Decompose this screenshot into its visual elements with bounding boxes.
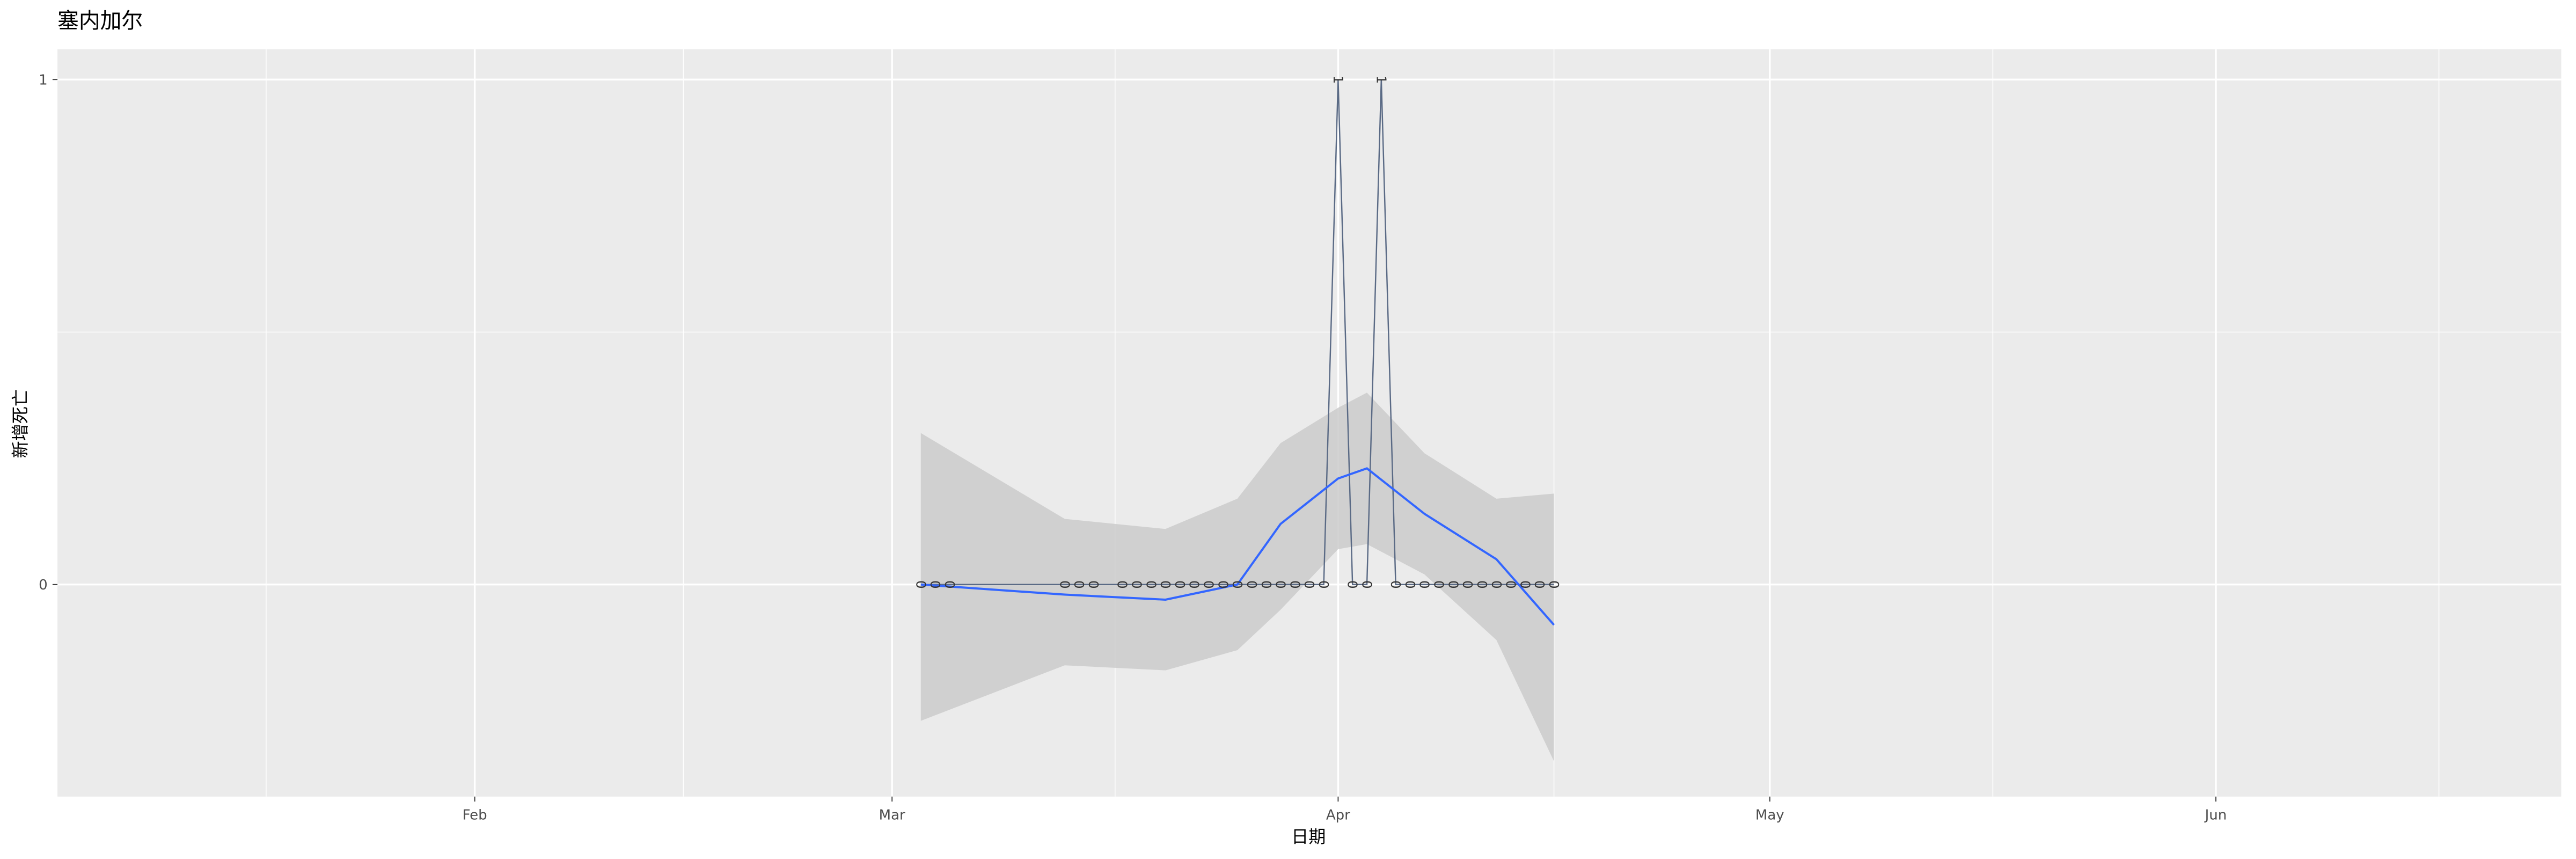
data-label: 0 <box>1503 580 1519 589</box>
data-label: 0 <box>927 580 943 589</box>
data-label: 0 <box>1071 580 1087 589</box>
data-label: 0 <box>1517 580 1533 589</box>
x-tick-label: Mar <box>879 807 905 824</box>
data-label: 0 <box>1532 580 1547 589</box>
y-tick-label: 0 <box>39 577 48 593</box>
data-label: 0 <box>1258 580 1274 589</box>
smooth-line <box>920 467 1555 626</box>
data-label: 0 <box>1460 580 1475 589</box>
data-label: 1 <box>1373 75 1389 84</box>
data-label: 0 <box>1115 580 1130 589</box>
x-tick-label: May <box>1755 807 1784 824</box>
data-label: 0 <box>942 580 957 589</box>
data-label: 0 <box>1316 580 1331 589</box>
data-label: 0 <box>1417 580 1432 589</box>
data-label: 0 <box>1489 580 1504 589</box>
data-label: 0 <box>1057 580 1072 589</box>
data-label: 0 <box>1086 580 1101 589</box>
data-label: 0 <box>1230 580 1245 589</box>
data-label: 1 <box>1330 75 1346 84</box>
data-label: 0 <box>1244 580 1260 589</box>
confidence-band <box>920 392 1554 761</box>
data-label: 0 <box>1158 580 1173 589</box>
data-label: 0 <box>1359 580 1374 589</box>
data-label: 0 <box>1172 580 1188 589</box>
data-label: 0 <box>1143 580 1159 589</box>
y-axis-label: 新增死亡 <box>10 389 31 458</box>
x-axis-label: 日期 <box>1291 826 1326 847</box>
data-label: 0 <box>1474 580 1490 589</box>
data-label: 0 <box>1187 580 1202 589</box>
data-label: 0 <box>1445 580 1461 589</box>
data-label: 0 <box>1301 580 1317 589</box>
data-label: 0 <box>1431 580 1447 589</box>
x-tick-label: Jun <box>2204 807 2227 824</box>
data-label: 0 <box>1546 580 1562 589</box>
chart-title: 塞内加尔 <box>57 9 143 33</box>
x-tick-label: Apr <box>1326 807 1350 824</box>
panel <box>57 49 2562 797</box>
x-tick-label: Feb <box>463 807 487 824</box>
data-label: 0 <box>1287 580 1302 589</box>
data-label: 0 <box>1201 580 1217 589</box>
data-label: 0 <box>1402 580 1418 589</box>
data-line <box>920 79 1554 585</box>
data-label: 0 <box>1345 580 1360 589</box>
data-label: 0 <box>1129 580 1144 589</box>
y-tick-label: 1 <box>39 72 48 88</box>
data-label: 0 <box>1273 580 1289 589</box>
data-label: 0 <box>913 580 928 589</box>
data-label: 0 <box>1215 580 1231 589</box>
data-label: 0 <box>1388 580 1403 589</box>
